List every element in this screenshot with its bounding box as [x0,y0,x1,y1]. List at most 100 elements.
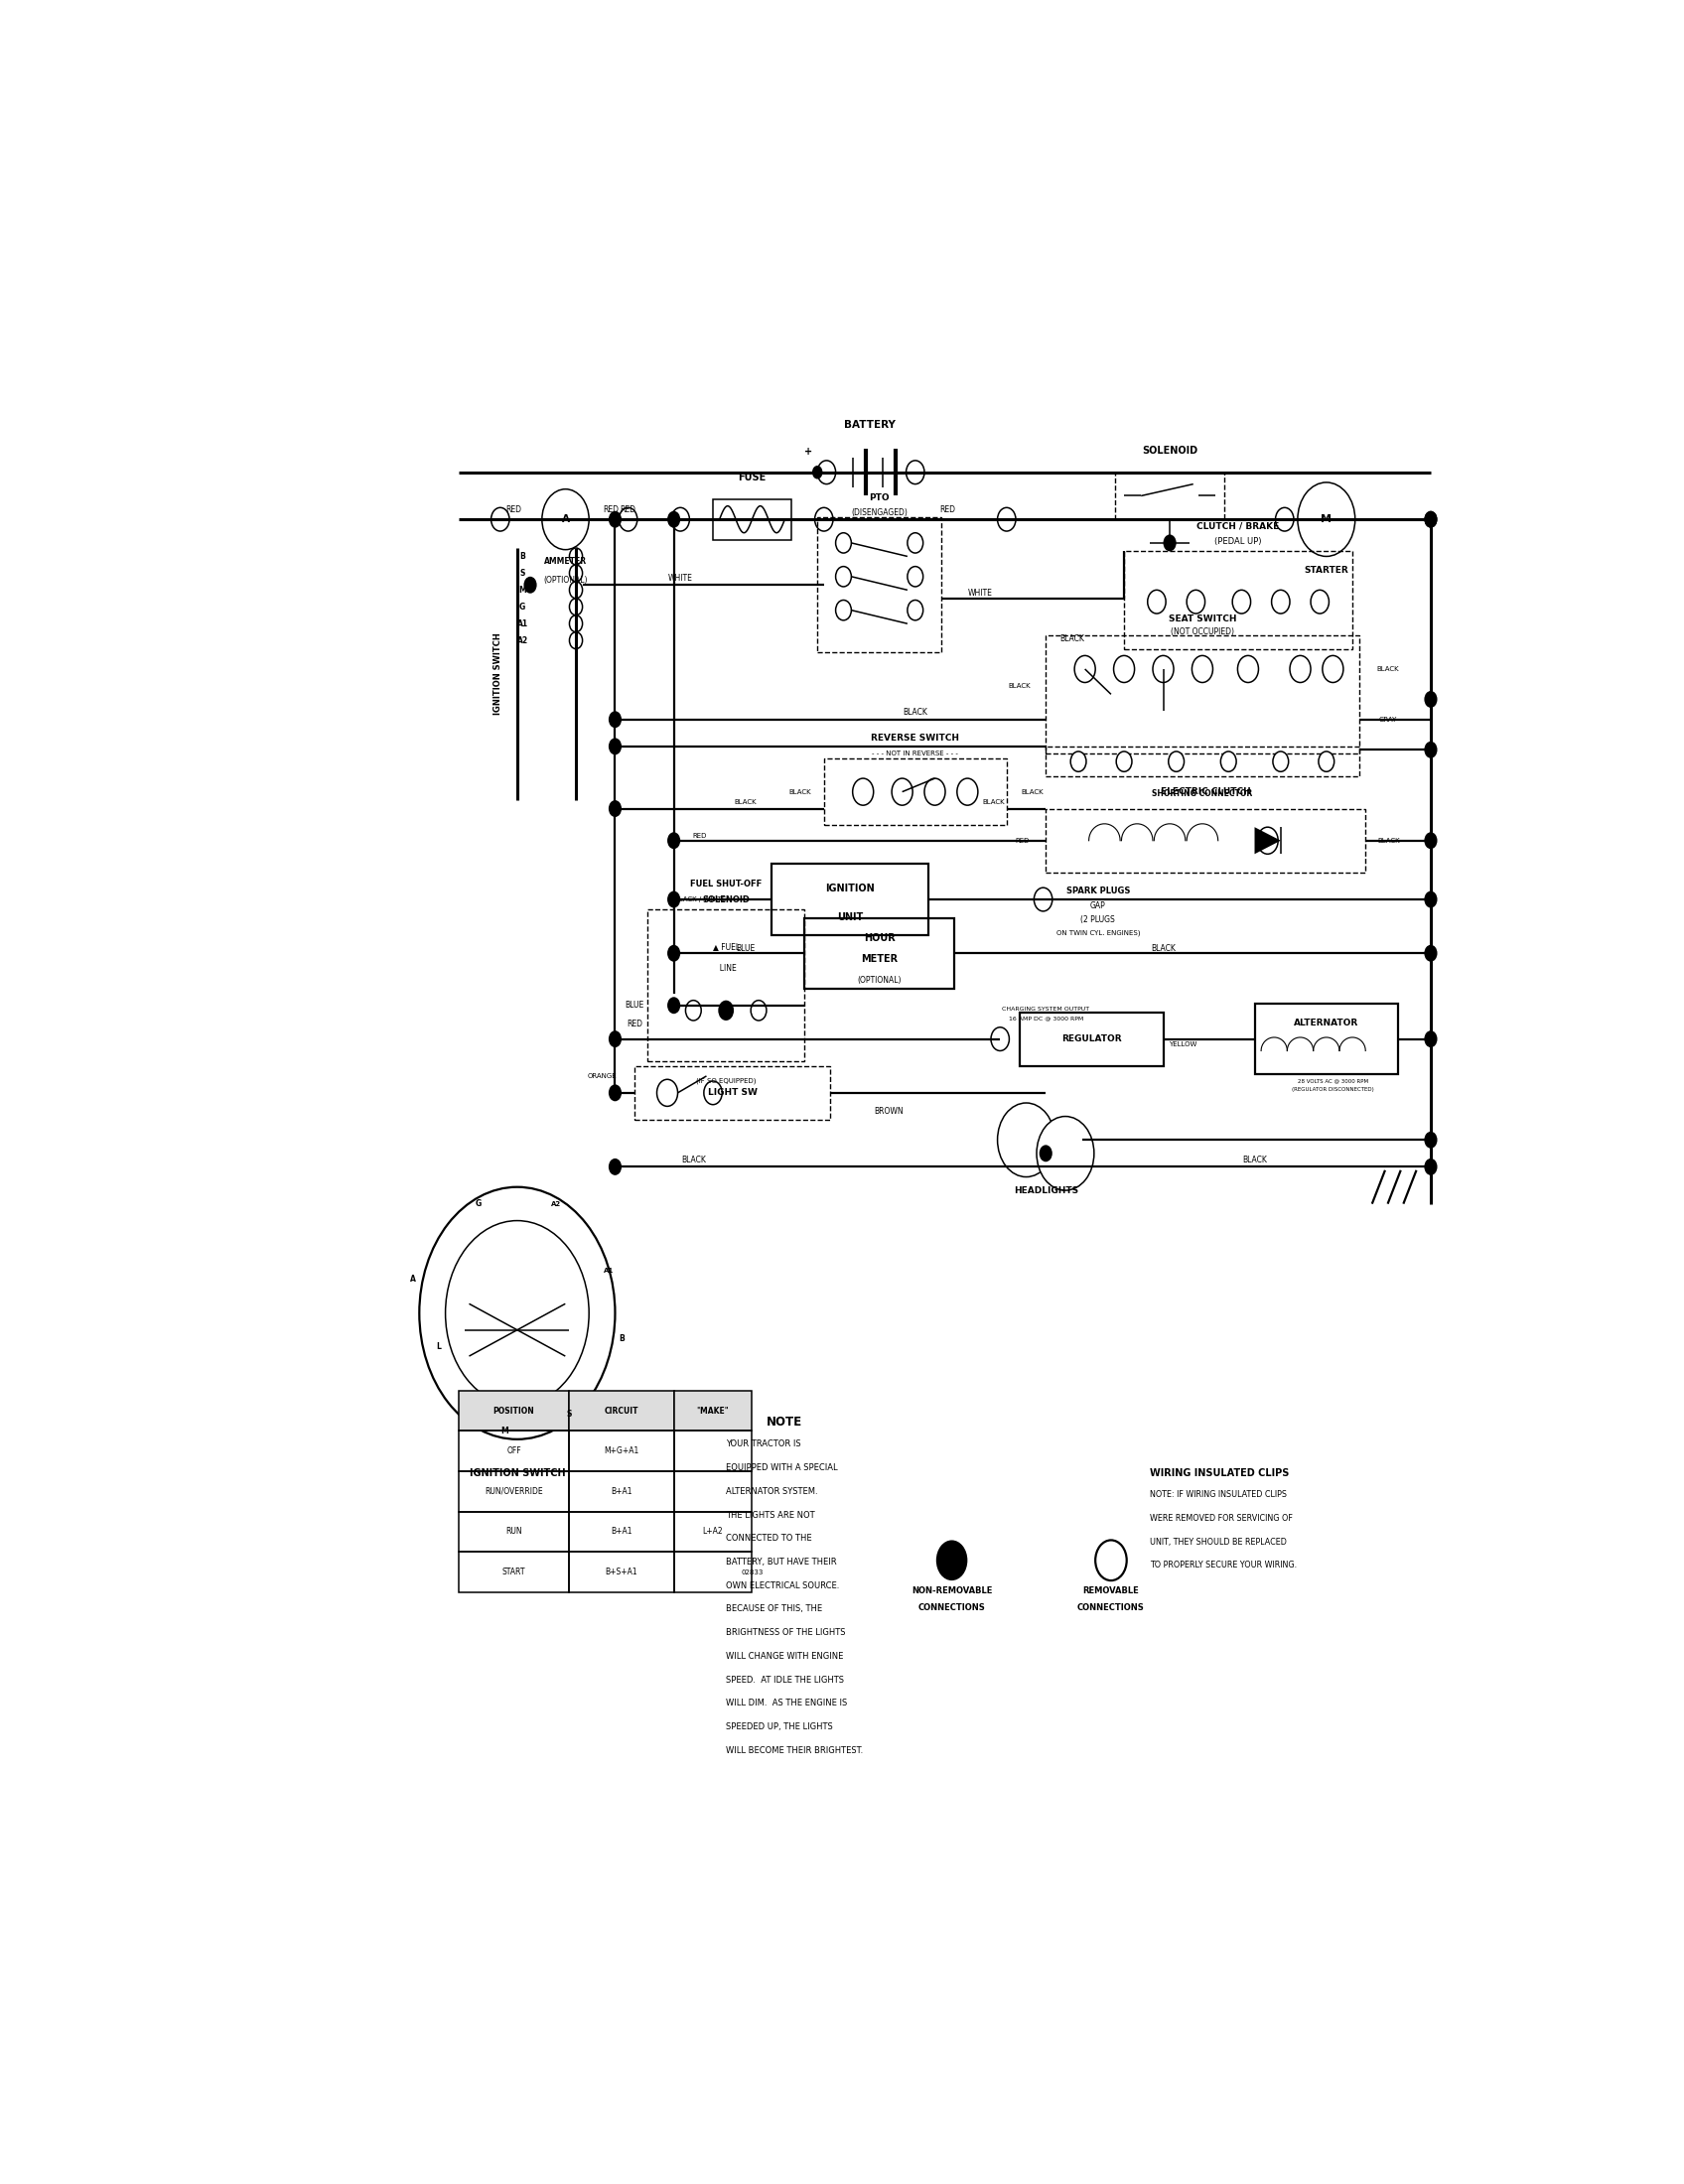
Circle shape [1298,483,1356,557]
Text: ON TWIN CYL. ENGINES): ON TWIN CYL. ENGINES) [1056,930,1140,937]
Text: AMMETER: AMMETER [544,557,588,566]
Bar [458,1472,569,1511]
Text: (OPTIONAL): (OPTIONAL) [544,574,588,585]
Circle shape [1425,511,1438,529]
Text: WILL BECOME THEIR BRIGHTEST.: WILL BECOME THEIR BRIGHTEST. [726,1745,864,1754]
Circle shape [1425,1031,1438,1048]
Circle shape [1034,887,1052,911]
Bar [1019,1011,1164,1066]
Text: LIGHT SW: LIGHT SW [707,1088,758,1096]
Text: RUN: RUN [505,1527,522,1535]
Text: (2 PLUGS: (2 PLUGS [1081,915,1115,924]
Text: - - - NOT IN REVERSE - - -: - - - NOT IN REVERSE - - - [872,749,958,756]
Circle shape [667,832,680,850]
Text: SOLENOID: SOLENOID [702,895,749,904]
Text: A1: A1 [517,620,529,629]
Circle shape [1425,690,1438,708]
Bar [458,1553,569,1592]
Text: BECAUSE OF THIS, THE: BECAUSE OF THIS, THE [726,1605,822,1614]
Text: POSITION: POSITION [493,1406,534,1415]
Text: STARTER: STARTER [1303,566,1349,574]
Text: NOTE: NOTE [766,1415,803,1428]
Text: CIRCUIT: CIRCUIT [605,1406,638,1415]
Bar [1125,550,1352,649]
Circle shape [906,461,925,485]
Circle shape [1169,751,1184,771]
Text: GRAY: GRAY [1379,716,1396,723]
Text: B: B [618,1334,625,1343]
Text: 16 AMP DC @ 3000 RPM: 16 AMP DC @ 3000 RPM [1009,1016,1083,1022]
Circle shape [1273,751,1288,771]
Text: YOUR TRACTOR IS: YOUR TRACTOR IS [726,1439,802,1448]
Text: IGNITION: IGNITION [825,885,874,893]
Circle shape [1221,751,1236,771]
Circle shape [717,1000,734,1020]
Text: CLUTCH / BRAKE: CLUTCH / BRAKE [1197,522,1280,531]
Text: BLACK: BLACK [680,1155,706,1164]
Text: B+A1: B+A1 [611,1527,632,1535]
Circle shape [1425,891,1438,909]
Circle shape [997,507,1015,531]
Text: (IF SO EQUIPPED): (IF SO EQUIPPED) [695,1079,756,1083]
Circle shape [704,1081,722,1105]
Bar [1115,472,1224,520]
Text: RED: RED [1015,839,1029,843]
Text: WERE REMOVED FOR SERVICING OF: WERE REMOVED FOR SERVICING OF [1150,1514,1293,1522]
Text: BLACK: BLACK [734,799,756,806]
Circle shape [1164,535,1175,550]
Text: OWN ELECTRICAL SOURCE.: OWN ELECTRICAL SOURCE. [726,1581,840,1590]
Text: BLACK: BLACK [1059,633,1084,644]
Text: 28 VOLTS AC @ 3000 RPM: 28 VOLTS AC @ 3000 RPM [1298,1079,1367,1083]
Circle shape [1039,1144,1052,1162]
Bar [771,865,928,935]
Circle shape [835,601,852,620]
Text: B+S+A1: B+S+A1 [606,1568,638,1577]
Circle shape [1037,1116,1095,1190]
Circle shape [569,598,583,616]
Circle shape [569,566,583,581]
Text: B+A1: B+A1 [611,1487,632,1496]
Circle shape [1187,590,1206,614]
Text: BLACK: BLACK [1150,943,1175,952]
Text: +: + [805,448,812,456]
Text: SHORTING CONNECTOR: SHORTING CONNECTOR [1152,788,1253,797]
Circle shape [1425,511,1438,529]
Text: B: B [520,553,525,561]
Text: M: M [500,1426,509,1435]
Text: SPARK PLUGS: SPARK PLUGS [1066,887,1130,895]
Text: WILL CHANGE WITH ENGINE: WILL CHANGE WITH ENGINE [726,1651,844,1660]
Circle shape [542,489,589,550]
Text: HOUR: HOUR [864,933,896,943]
Text: THE LIGHTS ARE NOT: THE LIGHTS ARE NOT [726,1511,815,1520]
Text: RED: RED [505,505,522,513]
Circle shape [569,548,583,566]
Text: A: A [409,1275,416,1284]
Text: LINE: LINE [716,963,738,972]
Text: RED: RED [940,505,957,513]
Text: BLACK: BLACK [1022,788,1044,795]
Circle shape [936,1540,967,1581]
Circle shape [1116,751,1132,771]
Text: BRIGHTNESS OF THE LIGHTS: BRIGHTNESS OF THE LIGHTS [726,1629,845,1638]
Text: FUSE: FUSE [738,472,766,483]
Circle shape [957,778,978,806]
Circle shape [1147,590,1165,614]
Text: BATTERY, BUT HAVE THEIR: BATTERY, BUT HAVE THEIR [726,1557,837,1566]
Bar [569,1472,674,1511]
Text: CONNECTED TO THE: CONNECTED TO THE [726,1533,812,1542]
Circle shape [620,507,637,531]
Bar [823,758,1007,826]
Text: RED: RED [692,832,707,839]
Text: A2: A2 [517,636,529,644]
Circle shape [1425,946,1438,961]
Polygon shape [1255,828,1282,854]
Bar [569,1553,674,1592]
Circle shape [492,507,509,531]
Bar [817,518,941,653]
Circle shape [524,577,537,594]
Text: BLACK: BLACK [1376,666,1399,673]
Circle shape [925,778,945,806]
Circle shape [908,533,923,553]
Circle shape [1425,740,1438,758]
Text: BLUE: BLUE [736,943,754,952]
